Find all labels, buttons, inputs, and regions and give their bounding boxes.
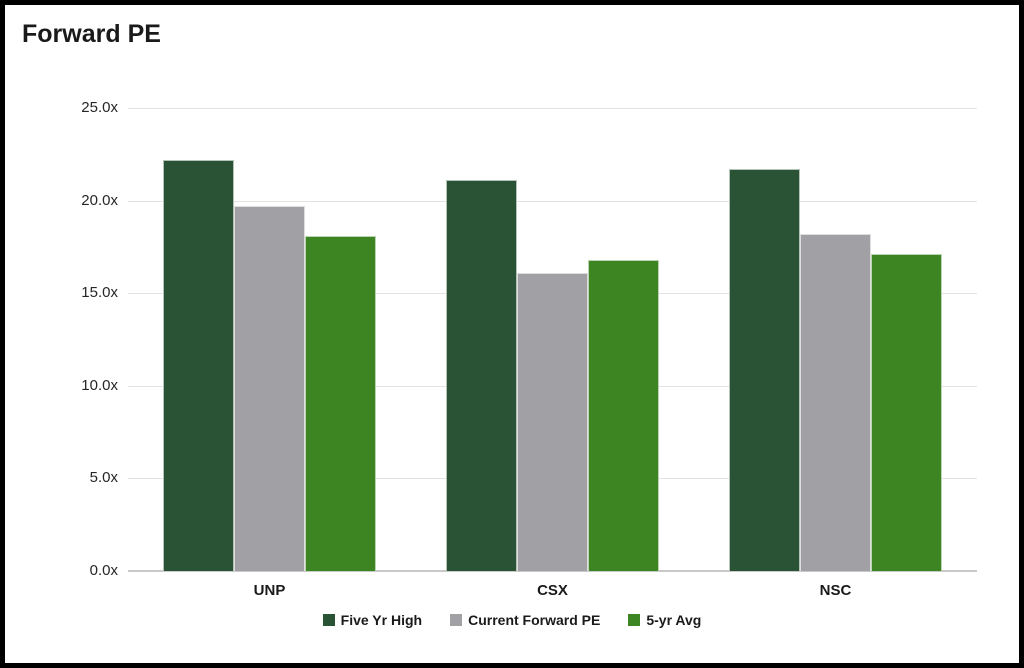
legend-item: Current Forward PE <box>450 612 600 628</box>
x-axis-category-label: UNP <box>253 582 286 599</box>
bar-nsc-5-yr-avg <box>871 254 942 571</box>
bar-unp-five-yr-high <box>163 159 234 571</box>
bar-unp-current-forward-pe <box>234 206 305 571</box>
bar-unp-5-yr-avg <box>305 235 376 571</box>
legend: Five Yr High Current Forward PE 5-yr Avg <box>5 612 1019 628</box>
legend-label: Current Forward PE <box>468 612 601 628</box>
bar-nsc-current-forward-pe <box>800 233 871 571</box>
bar-csx-current-forward-pe <box>517 272 588 571</box>
legend-item: 5-yr Avg <box>628 612 701 628</box>
plot-area <box>128 108 977 572</box>
y-axis-tick-label: 5.0x <box>89 469 118 487</box>
legend-item: Five Yr High <box>322 612 423 628</box>
y-axis-tick-label: 20.0x <box>81 191 118 209</box>
chart-title: Forward PE <box>22 20 161 48</box>
gridline <box>128 108 977 109</box>
y-axis-tick-label: 0.0x <box>89 562 118 579</box>
bar-nsc-five-yr-high <box>729 169 800 571</box>
y-axis-tick-label: 10.0x <box>81 376 118 394</box>
legend-swatch-icon <box>322 614 335 626</box>
x-axis-line <box>128 570 977 572</box>
legend-swatch-icon <box>450 614 463 626</box>
y-axis-tick-label: 25.0x <box>81 99 118 116</box>
legend-label: Five Yr High <box>340 612 423 628</box>
bar-csx-five-yr-high <box>446 180 517 571</box>
x-axis-category-label: NSC <box>819 582 852 599</box>
legend-swatch-icon <box>628 614 641 626</box>
gridline <box>128 200 977 202</box>
legend-label: 5-yr Avg <box>646 612 702 628</box>
bar-csx-5-yr-avg <box>588 259 659 571</box>
y-axis-tick-label: 15.0x <box>81 284 118 302</box>
x-axis-category-label: CSX <box>537 582 568 599</box>
